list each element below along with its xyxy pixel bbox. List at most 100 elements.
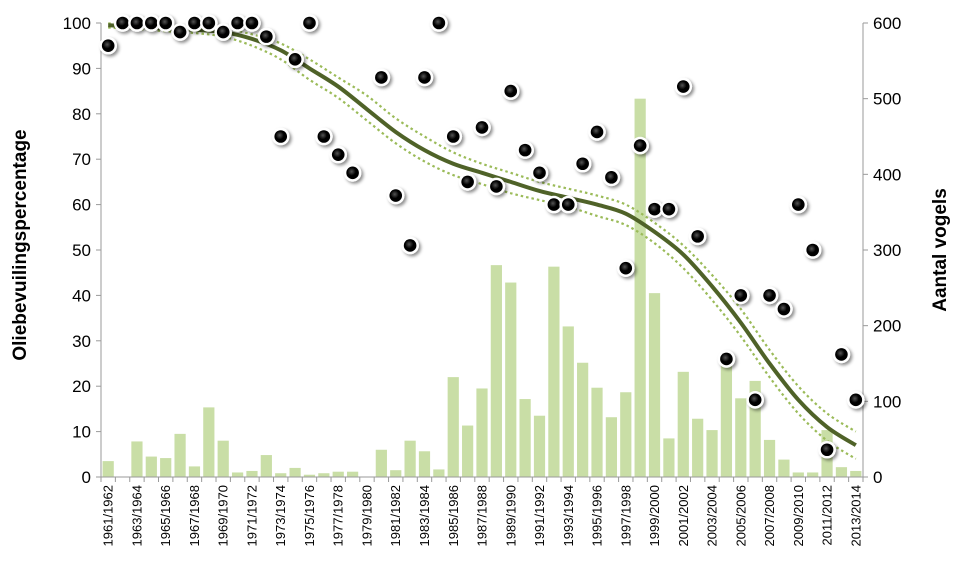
bar-1988/1989 [490,265,502,477]
point-1997/1998 [616,259,635,277]
point-1962/1963 [113,14,132,32]
point-1969/1970 [214,23,233,41]
y-left-tick-0: 0 [82,468,91,487]
point-2002/2003 [688,227,707,246]
x-tick-1997/1998: 1997/1998 [618,485,633,546]
point-1987/1988 [473,118,491,137]
point-2008/2009 [775,300,793,318]
point-1993/1994 [559,195,578,214]
bar-1976/1977 [318,473,330,477]
y-left-tick-10: 10 [72,423,91,442]
x-tick-1975/1976: 1975/1976 [302,485,317,546]
point-1974/1975 [286,50,304,69]
bar-1984/1985 [433,469,445,477]
bar-1975/1976 [303,474,316,477]
point-2001/2002 [674,77,693,96]
x-tick-1987/1988: 1987/1988 [475,485,490,546]
bar-2009/2010 [792,472,804,477]
bar-1978/1979 [347,471,359,477]
x-tick-1989/1990: 1989/1990 [503,485,518,546]
point-core [346,166,359,180]
bar-2006/2007 [749,380,761,477]
point-core [590,125,604,139]
x-tick-2013/2014: 2013/2014 [848,485,863,546]
point-2010/2011 [803,241,822,259]
point-core [101,39,115,52]
bar-1999/2000 [648,293,661,477]
bar-2008/2009 [778,459,790,477]
bar-2002/2003 [692,418,704,477]
point-1961/1962 [99,36,117,55]
y-right-tick-600: 600 [873,14,901,33]
bar-1997/1998 [620,392,632,477]
point-core [777,302,791,316]
point-core [576,157,589,171]
point-core [130,16,144,30]
point-core [188,16,201,30]
point-core [216,25,230,39]
point-2005/2006 [731,286,750,305]
bar-2004/2005 [720,359,733,477]
point-2004/2005 [717,350,736,368]
bar-1966/1967 [174,433,186,477]
point-1995/1996 [588,123,606,141]
y-right-tick-400: 400 [873,165,901,184]
point-1983/1984 [415,68,434,87]
bar-1994/1995 [577,362,589,477]
point-core [605,171,618,184]
x-tick-1961/1962: 1961/1962 [101,485,116,546]
point-1975/1976 [300,14,319,32]
point-core [676,80,690,93]
point-core [274,130,288,143]
y-right-tick-300: 300 [873,241,901,260]
bar-1981/1982 [390,470,402,477]
tick-labels: 0 10 20 30 40 50 60 70 80 90 100 0 100 200 300 400 500 60… [63,14,902,546]
point-core [763,289,776,302]
y-right-tick-0: 0 [873,468,882,487]
bar-1970/1971 [231,472,244,477]
point-core [619,261,633,275]
point-1964/1965 [142,14,161,32]
point-core [691,230,704,243]
bar-1969/1970 [217,440,229,477]
point-1970/1971 [228,14,247,32]
x-tick-1967/1968: 1967/1968 [187,485,202,546]
point-core [533,166,546,180]
y-left-tick-20: 20 [72,377,91,396]
point-1996/1997 [602,168,621,187]
point-core [748,393,762,407]
point-core [245,16,259,30]
point-core [446,130,460,143]
trend-line [108,23,857,447]
bar-1985/1986 [447,377,459,477]
trend-upper-bound [108,22,857,433]
x-tick-1979/1980: 1979/1980 [359,485,374,546]
bar-1991/1992 [533,415,546,477]
point-1980/1981 [372,68,391,87]
point-1973/1974 [271,127,290,146]
point-core [504,84,518,98]
point-core [734,289,748,302]
point-2011/2012 [818,440,836,459]
bar-1968/1969 [203,407,215,477]
point-1985/1986 [444,127,463,146]
bar-1987/1988 [476,388,488,477]
point-core [303,16,316,30]
point-core [490,180,503,193]
bar-1995/1996 [591,387,603,477]
bar-1998/1999 [634,98,646,478]
bar-2013/2014 [850,470,862,477]
y-left-tick-50: 50 [72,241,91,260]
y-right-tick-100: 100 [873,392,901,411]
point-1981/1982 [386,186,405,205]
point-core [288,53,302,66]
point-1965/1966 [156,14,175,32]
bar-1967/1968 [188,466,201,477]
point-core [475,121,489,134]
y-left-tick-100: 100 [63,14,91,33]
bar-2010/2011 [807,472,819,477]
bar-1965/1966 [160,458,172,477]
point-1984/1985 [430,14,448,32]
x-tick-2011/2012: 2011/2012 [820,485,835,546]
